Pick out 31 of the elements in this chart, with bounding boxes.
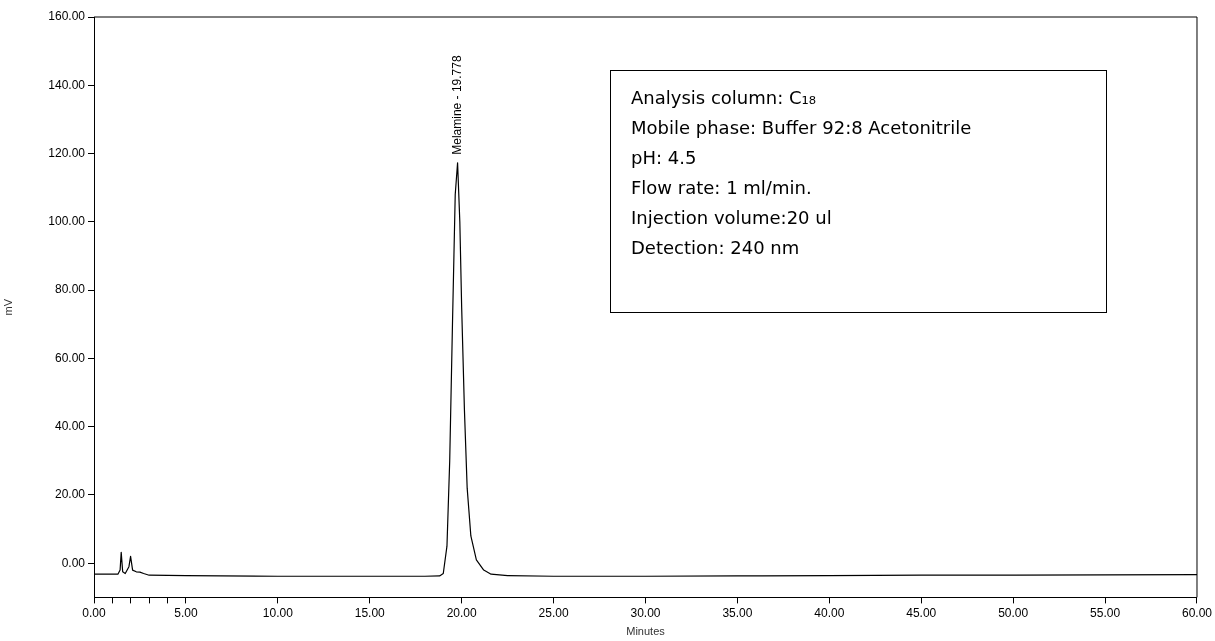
y-tick-label: 80.00: [54, 282, 86, 297]
annotation: Melamine - 19.778: [449, 55, 464, 155]
annotation: Flow rate: 1 ml/min.: [631, 176, 813, 200]
annotation: Analysis column: C₁₈: [631, 86, 817, 110]
y-tick-label: 60.00: [54, 350, 86, 365]
y-tick-label: 120.00: [48, 145, 86, 160]
y-tick-label: 0.00: [61, 555, 86, 570]
x-tick-label: 20.00: [446, 605, 477, 620]
x-tick-label: 5.00: [174, 605, 198, 620]
y-tick-label: 100.00: [48, 214, 86, 229]
y-tick-label: 40.00: [54, 419, 86, 434]
annotation: pH: 4.5: [631, 146, 698, 170]
annotation: Mobile phase: Buffer 92:8 Acetonitrile: [631, 116, 973, 140]
annotation: Detection: 240 nm: [631, 236, 801, 260]
x-tick-label: 40.00: [814, 605, 845, 620]
x-tick-label: 0.00: [82, 605, 106, 620]
x-tick-label: 60.00: [1181, 605, 1213, 620]
x-tick-label: 50.00: [998, 605, 1029, 620]
y-axis-title: mV: [1, 298, 14, 316]
x-tick-label: 25.00: [538, 605, 569, 620]
x-tick-label: 35.00: [722, 605, 753, 620]
y-tick-label: 20.00: [54, 487, 86, 502]
annotation: Injection volume:20 ul: [631, 206, 833, 230]
x-tick-label: 30.00: [630, 605, 661, 620]
x-tick-label: 45.00: [906, 605, 937, 620]
x-tick-label: 55.00: [1090, 605, 1121, 620]
x-tick-label: 10.00: [262, 605, 294, 620]
y-tick-label: 140.00: [48, 77, 86, 92]
x-tick-label: 15.00: [354, 605, 386, 620]
y-tick-label: 160.00: [48, 9, 86, 24]
x-axis-title: Minutes: [626, 625, 666, 638]
